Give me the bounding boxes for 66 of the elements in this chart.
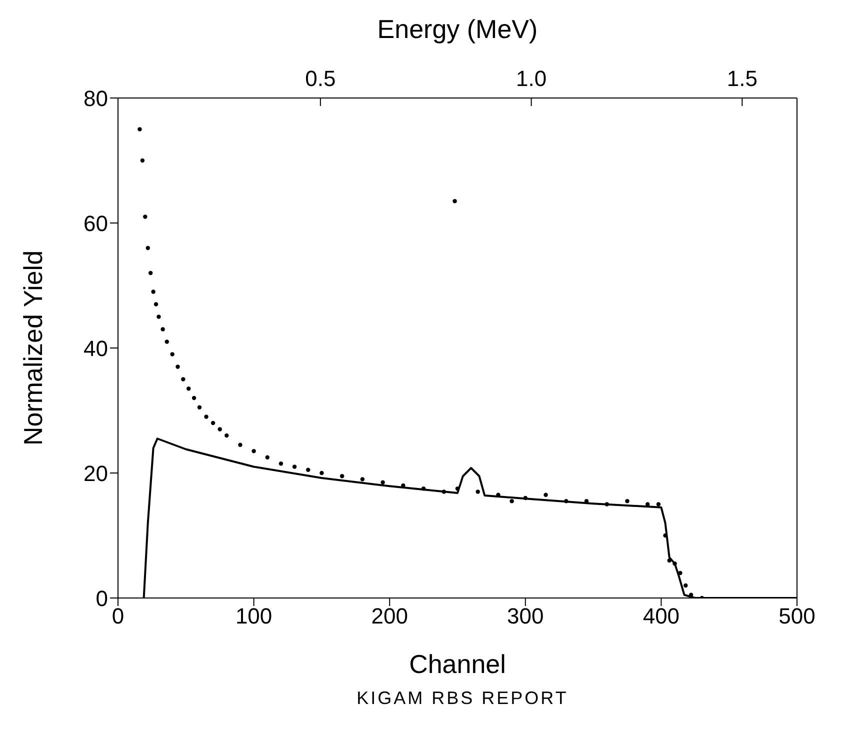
- point: [380, 480, 385, 484]
- point: [146, 246, 150, 250]
- point: [181, 377, 186, 382]
- point: [140, 158, 145, 163]
- point: [164, 340, 169, 344]
- x2-axis-title: Energy (MeV): [377, 14, 538, 44]
- point: [442, 490, 446, 494]
- point: [523, 496, 528, 500]
- point: [625, 499, 630, 504]
- y-tick-label: 80: [84, 86, 108, 111]
- point: [197, 405, 202, 410]
- point: [320, 470, 324, 476]
- y-tick-label: 20: [84, 460, 108, 486]
- point: [646, 502, 650, 506]
- point: [421, 486, 426, 491]
- point: [210, 420, 216, 426]
- point: [510, 499, 514, 504]
- point: [656, 502, 661, 506]
- point: [476, 490, 480, 494]
- point: [156, 314, 161, 319]
- point: [224, 433, 229, 438]
- point: [452, 199, 457, 204]
- point: [360, 477, 365, 482]
- x-tick-label: 200: [371, 604, 408, 629]
- x2-tick-label: 0.5: [305, 66, 336, 91]
- point: [151, 290, 156, 294]
- x-axis-title: Channel: [409, 649, 506, 679]
- y-axis-title: Normalized Yield: [18, 250, 48, 446]
- point: [688, 592, 694, 597]
- y-tick-label: 0: [96, 586, 108, 611]
- point: [138, 127, 142, 132]
- point: [672, 562, 677, 566]
- point: [160, 327, 165, 332]
- text: KIGAM RBS REPORT: [356, 688, 570, 709]
- point: [204, 414, 208, 419]
- x-tick-label: 100: [235, 604, 272, 629]
- point: [278, 462, 284, 466]
- point: [340, 474, 344, 478]
- point: [564, 499, 568, 504]
- x-tick-label: 500: [778, 604, 816, 629]
- point: [192, 396, 196, 400]
- x2-tick-label: 1.0: [516, 66, 547, 91]
- point: [667, 558, 672, 563]
- y-tick-label: 60: [84, 210, 108, 236]
- point: [544, 492, 548, 497]
- point: [252, 449, 256, 454]
- point: [148, 270, 153, 276]
- x-tick-label: 0: [112, 604, 124, 629]
- point: [143, 214, 148, 219]
- point: [678, 570, 682, 576]
- point: [176, 364, 180, 369]
- x2-tick-label: 1.5: [726, 66, 758, 91]
- x-tick-label: 400: [642, 604, 680, 629]
- point: [170, 352, 174, 356]
- point: [238, 442, 242, 447]
- point: [306, 468, 310, 472]
- point: [455, 486, 460, 491]
- point: [218, 427, 222, 432]
- point: [154, 302, 158, 306]
- point: [684, 583, 688, 588]
- point: [265, 455, 270, 460]
- x-tick-label: 300: [507, 604, 544, 629]
- point: [292, 464, 297, 469]
- point: [186, 386, 191, 391]
- y-tick-label: 40: [84, 336, 108, 361]
- point: [604, 502, 609, 506]
